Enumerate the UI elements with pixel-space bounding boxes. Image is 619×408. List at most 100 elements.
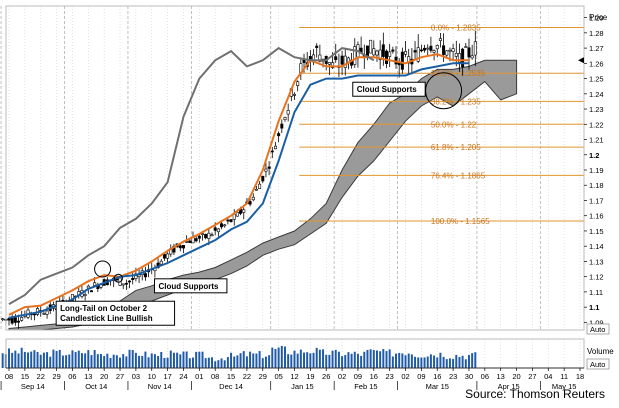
candle-body: [220, 223, 224, 228]
day-label: 11: [560, 372, 568, 381]
candle-body: [185, 241, 189, 243]
candle-body: [283, 117, 287, 120]
volume-bar: [93, 350, 96, 368]
day-label: 12: [290, 372, 298, 381]
candle-body: [372, 48, 376, 56]
price-tick-label: 1.18: [589, 181, 604, 190]
candle-body: [445, 50, 449, 56]
candle-body: [254, 188, 258, 191]
volume-bar: [429, 354, 432, 368]
day-label: 18: [576, 372, 584, 381]
candle-body: [429, 45, 433, 51]
month-label: Apr 15: [498, 382, 520, 391]
annotation-box: [55, 300, 176, 326]
volume-bar: [461, 355, 464, 368]
candle-body: [194, 238, 198, 242]
volume-bar: [242, 351, 245, 368]
volume-bar: [458, 357, 461, 368]
candle-body: [32, 313, 36, 316]
candle-body: [166, 253, 170, 259]
day-label: 01: [195, 372, 203, 381]
candle-body: [442, 45, 446, 55]
candle-body: [375, 50, 379, 56]
volume-bar: [306, 352, 309, 368]
volume-bar: [125, 356, 128, 368]
volume-bar: [337, 351, 340, 368]
volume-bar: [201, 351, 204, 368]
series-line: [8, 62, 469, 319]
volume-bar: [65, 355, 68, 368]
volume-bar: [96, 354, 99, 368]
volume-bar: [55, 350, 58, 368]
candle-body: [131, 277, 135, 281]
candle-body: [413, 50, 417, 53]
volume-bar: [52, 349, 55, 368]
volume-bar: [350, 353, 353, 368]
volume-bar: [448, 358, 451, 368]
volume-bar: [303, 352, 306, 368]
candle-body: [391, 49, 395, 52]
candle-body: [286, 110, 290, 115]
day-label: 13: [497, 372, 505, 381]
day-label: 30: [465, 372, 473, 381]
volume-bar: [296, 353, 299, 368]
volume-bar: [312, 352, 315, 368]
volume-bar: [172, 352, 175, 368]
month-label: Feb 15: [354, 382, 377, 391]
volume-bar: [274, 349, 277, 368]
candle-body: [213, 227, 217, 231]
volume-bar: [147, 357, 150, 368]
volume-bar: [141, 355, 144, 368]
price-tick-label: 1.28: [589, 29, 604, 38]
volume-bar: [467, 355, 470, 368]
volume-bar: [160, 351, 163, 368]
volume-bar: [80, 353, 83, 368]
month-label: Sep 14: [21, 382, 45, 391]
candle-body: [270, 150, 274, 153]
volume-bar: [287, 354, 290, 368]
day-label: 27: [528, 372, 536, 381]
day-label: 20: [100, 372, 108, 381]
last-price-marker: [578, 57, 584, 64]
volume-bar: [100, 354, 102, 368]
annotation-text: Long-Tail on October 2: [60, 304, 148, 313]
highlight-circle: [113, 273, 123, 283]
volume-bar: [138, 355, 141, 368]
volume-bar: [214, 361, 217, 368]
volume-bar: [8, 348, 10, 368]
candle-body: [400, 51, 404, 70]
candle-body: [159, 260, 163, 265]
candle-body: [451, 48, 455, 52]
candle-body: [315, 45, 319, 48]
volume-axis-label: Volume: [587, 347, 614, 356]
volume-bar: [188, 358, 191, 368]
volume-bar: [150, 353, 153, 368]
volume-bar: [385, 351, 388, 368]
annotation-box: [154, 278, 228, 294]
candle-body: [226, 219, 230, 222]
candle-body: [251, 196, 255, 201]
volume-panel: [1, 345, 477, 368]
candle-body: [327, 62, 331, 65]
volume-bar: [185, 351, 188, 368]
candle-body: [83, 294, 87, 296]
volume-bar: [30, 351, 33, 368]
candle-body: [242, 209, 246, 213]
volume-bar: [169, 350, 172, 368]
volume-bar: [252, 353, 255, 368]
volume-bar: [280, 345, 283, 368]
volume-bar: [299, 349, 302, 368]
volume-bar: [423, 357, 426, 368]
price-tick-label: 1.25: [589, 75, 604, 84]
candle-body: [369, 39, 373, 54]
volume-bar: [46, 352, 49, 368]
volume-bar: [220, 358, 223, 368]
price-tick-label: 1.21: [589, 136, 604, 145]
volume-bar: [39, 354, 42, 368]
volume-bar: [27, 352, 30, 368]
candle-body: [181, 245, 185, 249]
day-label: 09: [417, 372, 425, 381]
price-tick-label: 1.2: [589, 151, 599, 160]
candle-body: [296, 81, 300, 86]
volume-bar: [455, 354, 458, 368]
